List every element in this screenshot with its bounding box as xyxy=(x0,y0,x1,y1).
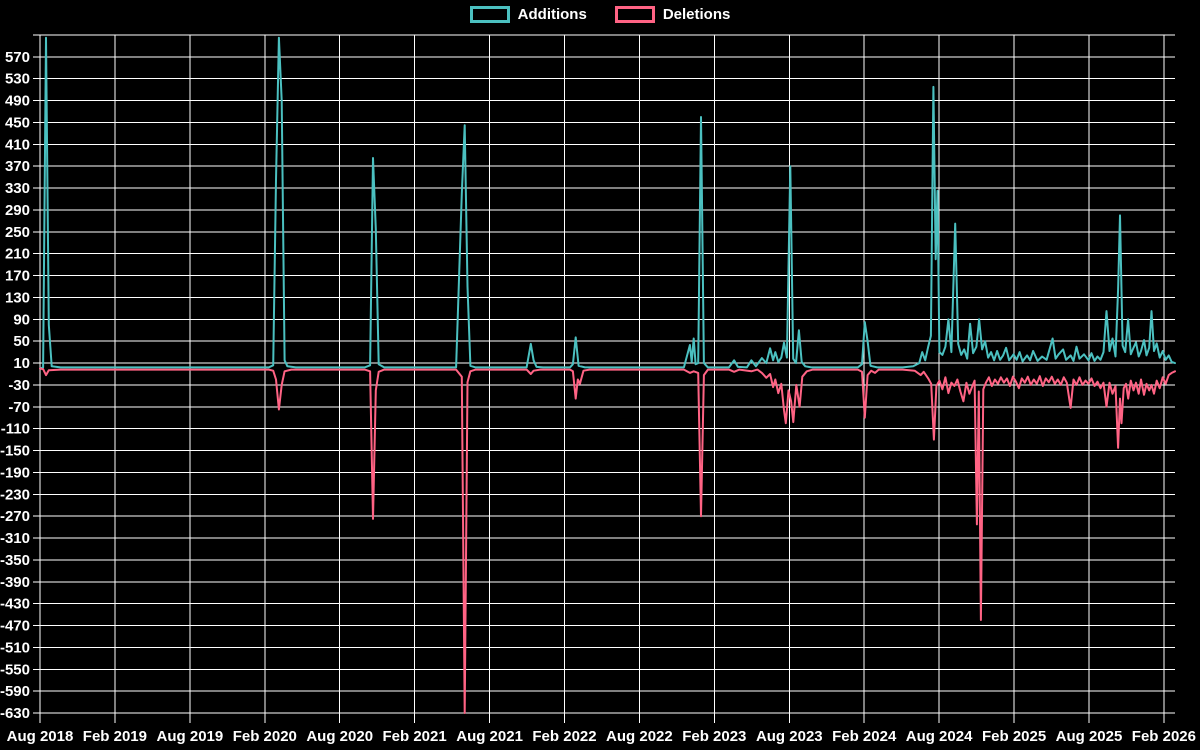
y-tick-label: 330 xyxy=(5,180,30,197)
y-tick-label: -190 xyxy=(0,464,30,481)
y-tick-label: 210 xyxy=(5,246,30,263)
y-tick-label: 130 xyxy=(5,290,30,307)
x-tick-label: Aug 2023 xyxy=(756,728,823,745)
legend-item-additions[interactable]: Additions xyxy=(469,6,587,23)
legend-item-deletions[interactable]: Deletions xyxy=(614,6,731,23)
y-tick-label: -390 xyxy=(0,574,30,591)
legend-label-additions: Additions xyxy=(517,6,587,23)
y-tick-label: -550 xyxy=(0,661,30,678)
y-tick-label: -230 xyxy=(0,486,30,503)
x-tick-label: Aug 2020 xyxy=(306,728,373,745)
x-tick-label: Aug 2019 xyxy=(157,728,224,745)
x-tick-label: Aug 2025 xyxy=(1056,728,1123,745)
y-tick-label: -310 xyxy=(0,530,30,547)
x-tick-label: Aug 2022 xyxy=(606,728,673,745)
series-line-additions xyxy=(39,36,1176,370)
series-line-deletions xyxy=(39,367,1176,714)
y-tick-label: 290 xyxy=(5,202,30,219)
y-tick-label: -470 xyxy=(0,618,30,635)
y-tick-label: 410 xyxy=(5,136,30,153)
y-tick-label: -590 xyxy=(0,683,30,700)
additions-swatch-icon xyxy=(469,6,510,23)
y-tick-label: 50 xyxy=(13,333,30,350)
x-tick-label: Feb 2026 xyxy=(1132,728,1196,745)
x-tick-label: Feb 2020 xyxy=(233,728,297,745)
x-tick-label: Feb 2021 xyxy=(382,728,446,745)
x-tick-label: Feb 2024 xyxy=(832,728,897,745)
y-tick-label: 90 xyxy=(13,311,30,328)
y-tick-label: -510 xyxy=(0,639,30,656)
y-tick-label: -70 xyxy=(8,399,30,416)
legend-label-deletions: Deletions xyxy=(662,6,731,23)
y-tick-label: -270 xyxy=(0,508,30,525)
y-tick-label: -630 xyxy=(0,705,30,722)
y-tick-label: -110 xyxy=(1,421,30,438)
y-tick-label: -430 xyxy=(0,596,30,613)
x-tick-label: Aug 2021 xyxy=(456,728,523,745)
y-tick-label: 10 xyxy=(13,355,30,372)
x-tick-label: Aug 2018 xyxy=(7,728,74,745)
x-tick-label: Feb 2022 xyxy=(532,728,596,745)
y-tick-label: 570 xyxy=(5,49,30,66)
y-tick-label: 370 xyxy=(5,158,30,175)
deletions-swatch-icon xyxy=(614,6,655,23)
chart-legend: Additions Deletions xyxy=(0,6,1200,23)
y-tick-label: -150 xyxy=(0,443,30,460)
x-tick-label: Feb 2023 xyxy=(682,728,746,745)
y-tick-label: 250 xyxy=(5,224,30,241)
x-tick-label: Aug 2024 xyxy=(906,728,973,745)
y-tick-label: 490 xyxy=(5,93,30,110)
x-tick-label: Feb 2019 xyxy=(83,728,147,745)
x-tick-label: Feb 2025 xyxy=(982,728,1046,745)
y-tick-label: 450 xyxy=(5,115,30,132)
y-tick-label: 530 xyxy=(5,71,30,88)
y-tick-label: -350 xyxy=(0,552,30,569)
y-tick-label: -30 xyxy=(8,377,30,394)
y-tick-label: 170 xyxy=(5,268,30,285)
